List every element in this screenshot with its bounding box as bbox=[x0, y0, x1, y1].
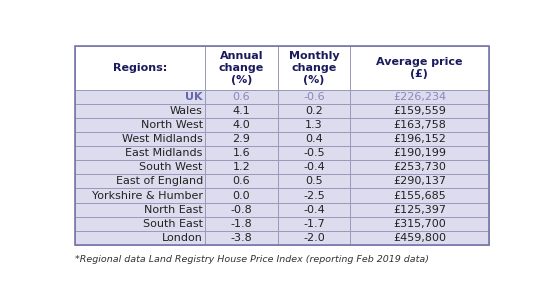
Text: East Midlands: East Midlands bbox=[125, 148, 203, 158]
Bar bbox=[75, 46, 205, 90]
Text: 4.1: 4.1 bbox=[233, 106, 250, 116]
Bar bbox=[205, 146, 278, 160]
Text: 0.2: 0.2 bbox=[305, 106, 323, 116]
Text: 4.0: 4.0 bbox=[233, 120, 250, 130]
Text: -0.4: -0.4 bbox=[303, 205, 325, 215]
Text: South East: South East bbox=[143, 219, 203, 229]
Text: 0.5: 0.5 bbox=[305, 176, 323, 186]
Bar bbox=[278, 174, 350, 189]
Bar bbox=[278, 231, 350, 245]
Text: -0.6: -0.6 bbox=[303, 92, 324, 102]
Text: £190,199: £190,199 bbox=[393, 148, 446, 158]
Text: 2.9: 2.9 bbox=[233, 134, 250, 144]
Text: Average price
(£): Average price (£) bbox=[376, 57, 463, 79]
Text: -3.8: -3.8 bbox=[230, 233, 252, 243]
Bar bbox=[350, 132, 488, 146]
Text: 0.6: 0.6 bbox=[233, 176, 250, 186]
Bar bbox=[75, 118, 205, 132]
Bar bbox=[205, 174, 278, 189]
Text: 1.2: 1.2 bbox=[233, 162, 250, 172]
Text: £163,758: £163,758 bbox=[393, 120, 446, 130]
Bar bbox=[75, 46, 488, 245]
Text: -0.8: -0.8 bbox=[230, 205, 252, 215]
Bar bbox=[350, 203, 488, 217]
Bar bbox=[205, 132, 278, 146]
Bar bbox=[205, 203, 278, 217]
Bar bbox=[350, 104, 488, 118]
Bar bbox=[350, 189, 488, 203]
Text: -2.5: -2.5 bbox=[303, 191, 325, 201]
Bar bbox=[278, 189, 350, 203]
Bar bbox=[205, 118, 278, 132]
Bar bbox=[350, 160, 488, 174]
Bar bbox=[205, 160, 278, 174]
Text: 0.4: 0.4 bbox=[305, 134, 323, 144]
Text: 0.6: 0.6 bbox=[233, 92, 250, 102]
Text: UK: UK bbox=[185, 92, 203, 102]
Bar bbox=[278, 146, 350, 160]
Bar bbox=[278, 132, 350, 146]
Text: -1.7: -1.7 bbox=[303, 219, 325, 229]
Text: West Midlands: West Midlands bbox=[122, 134, 203, 144]
Text: Regions:: Regions: bbox=[113, 63, 167, 73]
Bar bbox=[205, 231, 278, 245]
Bar bbox=[350, 146, 488, 160]
Text: London: London bbox=[162, 233, 203, 243]
Bar bbox=[278, 90, 350, 104]
Bar bbox=[278, 160, 350, 174]
Text: £155,685: £155,685 bbox=[393, 191, 446, 201]
Bar bbox=[350, 217, 488, 231]
Bar bbox=[350, 174, 488, 189]
Text: -1.8: -1.8 bbox=[230, 219, 252, 229]
Bar bbox=[205, 104, 278, 118]
Text: *Regional data Land Registry House Price Index (reporting Feb 2019 data): *Regional data Land Registry House Price… bbox=[75, 255, 429, 264]
Bar bbox=[205, 189, 278, 203]
Bar bbox=[205, 217, 278, 231]
Text: £290,137: £290,137 bbox=[393, 176, 446, 186]
Text: North West: North West bbox=[141, 120, 203, 130]
Text: 1.3: 1.3 bbox=[305, 120, 323, 130]
Bar bbox=[75, 146, 205, 160]
Bar bbox=[205, 90, 278, 104]
Bar bbox=[75, 231, 205, 245]
Text: Wales: Wales bbox=[170, 106, 203, 116]
Text: -2.0: -2.0 bbox=[303, 233, 325, 243]
Bar bbox=[75, 104, 205, 118]
Bar bbox=[278, 104, 350, 118]
Bar bbox=[278, 118, 350, 132]
Bar bbox=[75, 217, 205, 231]
Bar bbox=[350, 118, 488, 132]
Bar bbox=[278, 217, 350, 231]
Text: 1.6: 1.6 bbox=[233, 148, 250, 158]
Text: North East: North East bbox=[144, 205, 203, 215]
Bar bbox=[350, 46, 488, 90]
Text: Yorkshire & Humber: Yorkshire & Humber bbox=[92, 191, 203, 201]
Text: East of England: East of England bbox=[116, 176, 203, 186]
Bar bbox=[75, 174, 205, 189]
Text: £196,152: £196,152 bbox=[393, 134, 446, 144]
Bar bbox=[350, 90, 488, 104]
Bar bbox=[75, 203, 205, 217]
Text: -0.4: -0.4 bbox=[303, 162, 325, 172]
Text: £226,234: £226,234 bbox=[393, 92, 446, 102]
Text: £159,559: £159,559 bbox=[393, 106, 446, 116]
Bar bbox=[75, 189, 205, 203]
Text: 0.0: 0.0 bbox=[233, 191, 250, 201]
Bar bbox=[75, 90, 205, 104]
Bar bbox=[278, 203, 350, 217]
Text: Annual
change
(%): Annual change (%) bbox=[219, 51, 264, 85]
Text: £315,700: £315,700 bbox=[393, 219, 446, 229]
Bar bbox=[75, 160, 205, 174]
Bar bbox=[350, 231, 488, 245]
Bar bbox=[278, 46, 350, 90]
Text: £125,397: £125,397 bbox=[393, 205, 446, 215]
Text: £459,800: £459,800 bbox=[393, 233, 446, 243]
Text: £253,730: £253,730 bbox=[393, 162, 446, 172]
Text: -0.5: -0.5 bbox=[303, 148, 324, 158]
Text: South West: South West bbox=[140, 162, 203, 172]
Text: Monthly
change
(%): Monthly change (%) bbox=[289, 51, 339, 85]
Bar bbox=[205, 46, 278, 90]
Bar bbox=[75, 132, 205, 146]
